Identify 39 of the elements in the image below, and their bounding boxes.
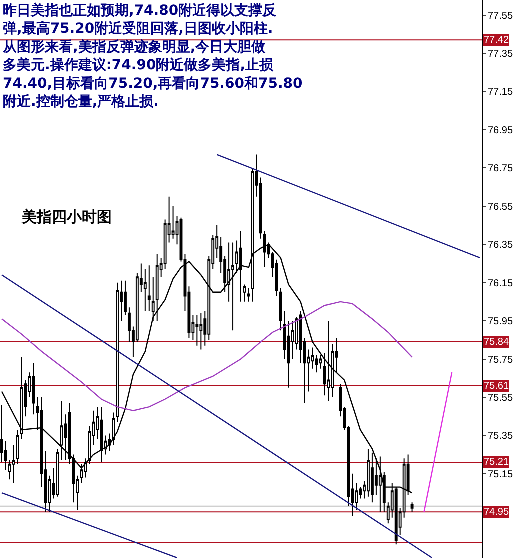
candlestick [279,288,282,332]
y-tick-label: 75.55 [488,392,513,404]
line-series [1,301,413,412]
candlestick [200,312,203,350]
ref-line-label: 74.95 [484,507,510,518]
candlestick [244,284,246,302]
candlestick [100,406,104,463]
y-tick-label: 77.35 [488,49,513,60]
y-tick-label: 76.15 [488,278,513,290]
ref-line-label: 75.84 [484,337,510,348]
candlestick [319,354,322,370]
candlestick [410,502,414,513]
candlestick [16,429,20,465]
y-tick-label: 76.75 [488,164,513,175]
y-tick-label: 76.35 [488,240,513,252]
annotation: 美指四小时图 [21,208,112,226]
candlestick [196,314,199,346]
y-tick-label: 76.95 [488,125,513,136]
candlestick [32,362,36,416]
y-tick-label: 75.15 [488,469,513,480]
candlestick [247,288,250,302]
candlestick [12,444,16,484]
candlestick [156,254,159,322]
y-tick-label: 75.75 [488,354,513,366]
y-tick-label: 76.55 [488,202,513,213]
candlestick [116,282,119,423]
ref-line-label: 75.21 [484,457,510,468]
y-tick-label: 75.35 [488,431,513,442]
candlestick [148,265,151,312]
annotation: 昨日美指也正如预期,74.80附近得以支撑反弹,最高75.20附近受阻回落,日图收小阳柱.从图形来看,美指反弹迹象明显,今日大胆做多美元.操作建议:74.90附近做多美指,止损74.40,目标看向75.20,再看向75.60和75.80附近.控制仓量,严格止损. [2,2,304,110]
ref-line-label: 75.61 [484,381,510,392]
candlestick [152,276,155,322]
ref-line-label: 77.42 [484,35,510,46]
y-tick-label: 77.55 [488,10,513,22]
candlestick [20,356,24,440]
y-tick-label: 77.15 [488,87,513,98]
y-tick-label: 75.95 [488,316,513,328]
candlestick [60,400,64,462]
candlestick [327,320,330,402]
